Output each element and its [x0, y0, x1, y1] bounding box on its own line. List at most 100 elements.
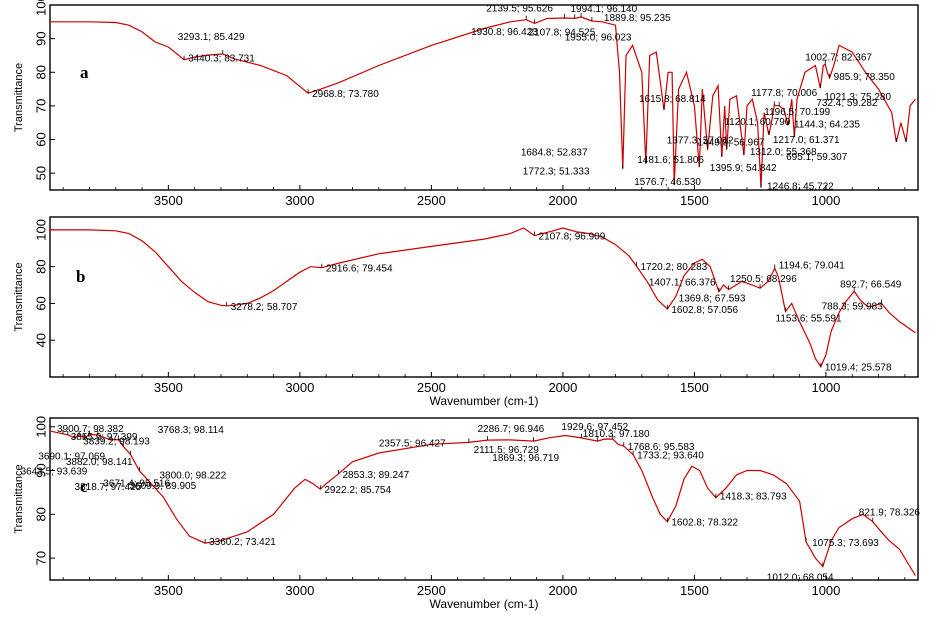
peak-label: 1869.3; 96.719 [492, 453, 559, 464]
peak-label: 1075.3; 73.693 [812, 538, 879, 549]
y-tick-label: 80 [33, 259, 48, 273]
x-tick-label: 1500 [680, 193, 709, 205]
x-tick-label: 2500 [417, 583, 446, 598]
peak-label: 3855.9; 97.399 [71, 432, 138, 443]
peak-label: 3360.2; 73.421 [209, 537, 276, 548]
y-tick-label: 60 [33, 296, 48, 310]
x-tick-label: 3000 [285, 380, 314, 395]
x-tick-label: 1500 [680, 583, 709, 598]
peak-label: 695.1; 59.307 [786, 152, 848, 163]
peak-label: 985.9; 78.350 [834, 72, 896, 83]
peak-label: 1250.5; 68.296 [730, 274, 797, 285]
x-tick-label: 2000 [548, 193, 577, 205]
peak-label: 1407.1; 66.376 [649, 278, 716, 289]
x-tick-label: 2000 [548, 583, 577, 598]
y-axis-label: Transmittance [13, 464, 25, 533]
y-tick-label: 50 [33, 166, 48, 180]
peak-label: 1002.7; 82.367 [805, 52, 872, 63]
peak-label: 1217.0; 61.371 [773, 135, 840, 146]
peak-label: 1019.4; 25.578 [825, 363, 892, 374]
x-tick-label: 3000 [285, 583, 314, 598]
peak-label: 1929.6; 97.452 [561, 422, 628, 433]
panel-label: c [80, 477, 88, 496]
peak-label: 1994.1; 96.140 [570, 4, 637, 15]
peak-label: 3818.7; 97.425 [75, 482, 142, 493]
peak-label: 1772.3; 51.333 [523, 167, 590, 178]
x-tick-label: 2000 [548, 380, 577, 395]
peak-label: 3440.3; 83.731 [188, 54, 255, 65]
spectrum-chart-c: 3500 3000 2500 2000 1500 1000 70 80 90 100 Transmi… [13, 416, 921, 611]
peak-label: 2111.5; 96.729 [474, 445, 540, 456]
y-tick-label: 100 [33, 416, 48, 438]
peak-label: 3671.4; 95.516 [103, 478, 170, 489]
peak-label: 1602.8; 57.056 [671, 305, 738, 316]
plot-frame [49, 216, 919, 378]
peak-label: 1153.6; 55.591 [776, 314, 842, 325]
peak-label: 821.9; 78.326 [859, 508, 921, 519]
y-tick-label: 60 [33, 132, 48, 146]
peak-label: 2922.2; 85.754 [324, 485, 391, 496]
x-tick-label: 3500 [154, 583, 183, 598]
x-tick-label: 1500 [680, 380, 709, 395]
peak-label: 1449.9; 56.967 [698, 138, 765, 149]
peak-label: 2286.7; 96.946 [477, 424, 544, 435]
peak-label: 3768.3; 98.114 [158, 425, 224, 436]
x-axis-label: Wavenumber (cm-1) [430, 597, 539, 611]
x-axis-label: Wavenumber (cm-1) [430, 394, 539, 408]
panel-label: b [76, 267, 85, 286]
peak-label: 1120.1; 60.790 [724, 117, 790, 128]
peak-label: 1194.6; 79.041 [779, 260, 845, 271]
peak-label: 3690.1; 97.069 [38, 452, 105, 463]
peak-label: 3900.7; 98.382 [57, 424, 124, 435]
peak-label: 1810.3; 97.180 [583, 429, 650, 440]
peak-label: 1369.8; 67.593 [679, 293, 746, 304]
plot-frame [49, 4, 919, 191]
peak-label: 1395.9; 54.842 [710, 163, 777, 174]
peak-label: 1768.6; 95.583 [628, 442, 695, 453]
peak-label: 3882.0; 98.141 [66, 457, 133, 468]
peak-label: 1576.7; 46.530 [634, 177, 701, 188]
y-axis-label: Transmittance [13, 262, 25, 331]
plot-frame [49, 417, 919, 581]
peak-label: 1246.8; 45.722 [767, 182, 834, 193]
peak-label: 1602.8; 78.322 [671, 518, 738, 529]
spectrum-line [50, 16, 916, 188]
peak-label: 1196.5; 70.199 [764, 107, 830, 118]
peak-label: 1418.3; 83.793 [720, 492, 787, 503]
peak-label: 1481.6; 51.806 [637, 155, 704, 166]
y-tick-label: 100 [33, 219, 48, 241]
peak-label: 1733.2; 93.640 [637, 451, 704, 462]
spectrum-chart-b: 3500 3000 2500 2000 1500 1000 40 60 80 100 Transmi… [13, 216, 919, 408]
peak-label: 3293.1; 85.429 [178, 32, 245, 43]
peak-label: 1377.3; 57.012 [667, 136, 734, 147]
spectrum-line [50, 227, 916, 368]
y-axis-label: Transmittance [13, 63, 25, 132]
peak-label: 1312.0; 55.368 [750, 147, 817, 158]
peak-label: 1720.2; 80.283 [641, 262, 708, 273]
y-tick-label: 80 [33, 507, 48, 521]
peak-label: 1177.8; 70.006 [751, 88, 817, 99]
peak-label: 1684.8; 52.837 [521, 148, 588, 159]
peak-label: 2139.5; 95.626 [486, 4, 553, 15]
peak-label: 3278.2; 58.707 [231, 302, 298, 313]
peak-label: 1144.3; 64.235 [794, 119, 860, 130]
x-tick-label: 3500 [154, 193, 183, 205]
x-tick-label: 2500 [417, 380, 446, 395]
peak-label: 3643.5; 93.639 [21, 467, 88, 478]
peak-label: 892.7; 66.549 [840, 279, 902, 290]
panel-label: a [80, 63, 89, 82]
y-tick-label: 40 [33, 333, 48, 347]
peak-label: 3839.2; 98.193 [83, 437, 150, 448]
peak-label: 2357.5; 96.427 [379, 438, 446, 449]
x-tick-label: 1000 [811, 380, 840, 395]
spectrum-chart-a: 3500 3000 2500 2000 1500 1000 50 60 70 80 90 100 Tra… [13, 0, 919, 205]
peak-label: 732.4; 59.282 [816, 98, 878, 109]
peak-label: 2916.6; 79.454 [326, 264, 393, 275]
y-tick-label: 90 [33, 463, 48, 477]
peak-label: 1930.8; 96.423 [471, 27, 538, 38]
x-tick-label: 3500 [154, 380, 183, 395]
peak-label: 2853.3; 89.247 [342, 470, 409, 481]
peak-label: 1889.8; 95.235 [604, 13, 671, 24]
x-tick-label: 3000 [285, 193, 314, 205]
peak-label: 1615.8; 68.814 [639, 94, 706, 105]
